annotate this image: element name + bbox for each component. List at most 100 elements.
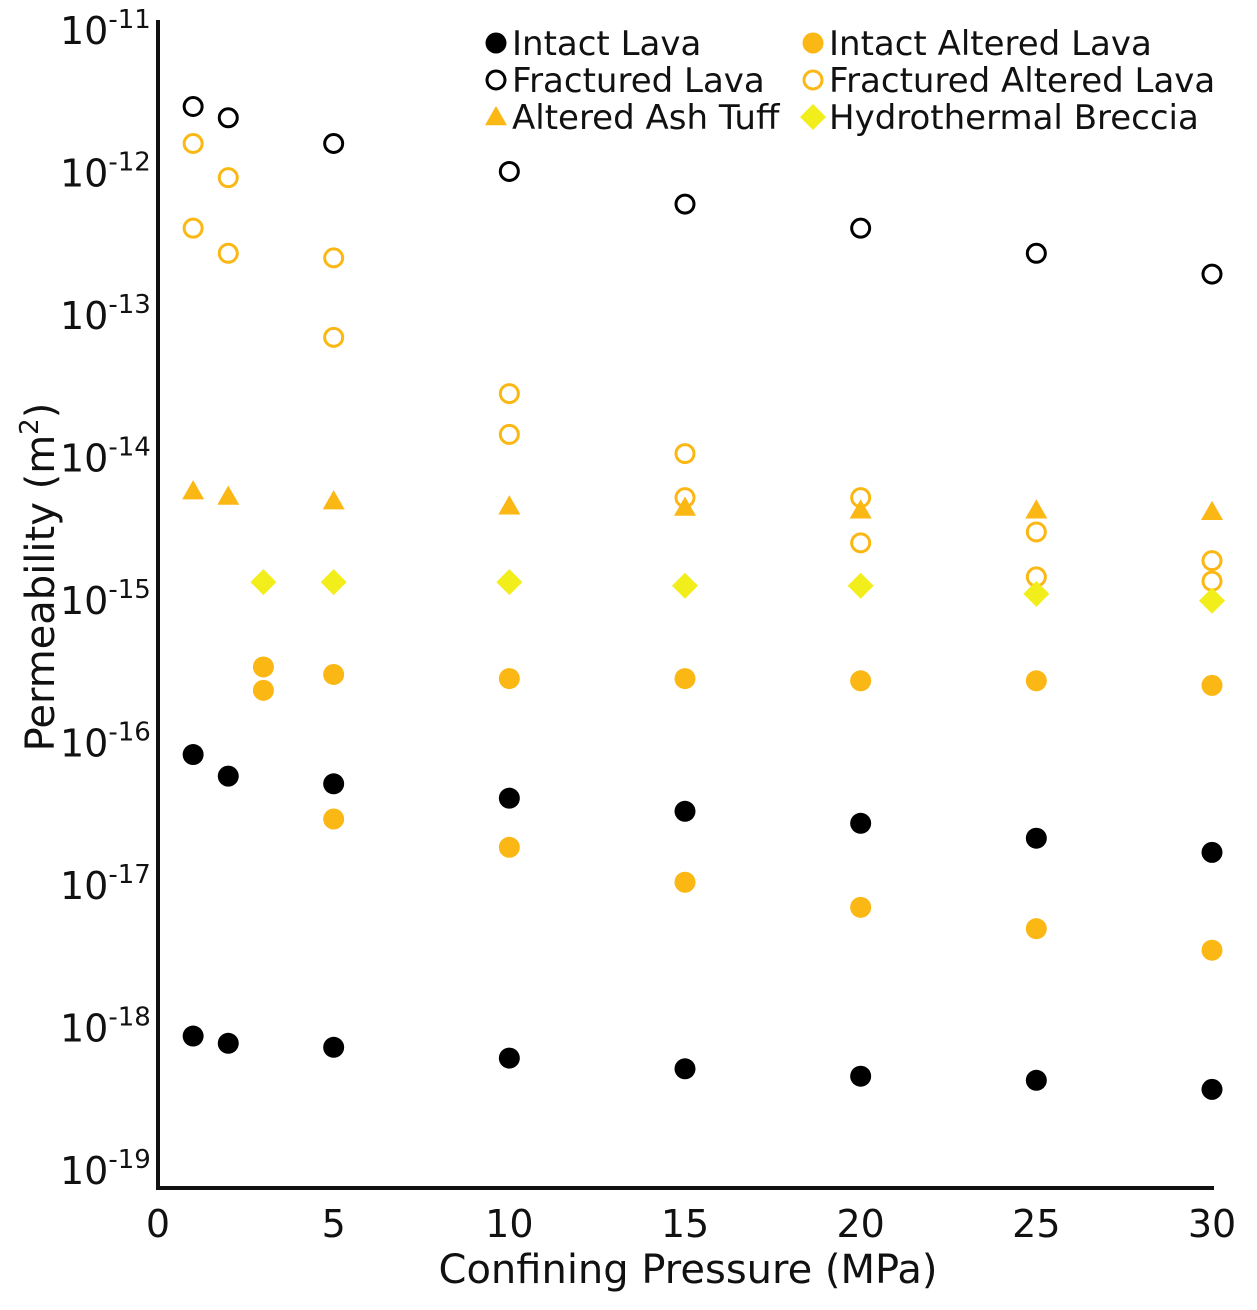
data-point: [217, 167, 239, 189]
data-point: [498, 495, 521, 515]
y-axis-title-close: ): [18, 403, 64, 419]
data-point: [498, 160, 520, 182]
legend-entry: Fractured Lava: [485, 61, 765, 101]
data-point: [674, 871, 696, 893]
series-intact-altered-lava: [252, 656, 1223, 961]
y-tick-label: 10-18: [60, 1003, 151, 1051]
y-axis-title-base: Permeability (m: [18, 435, 64, 752]
data-points: [182, 96, 1225, 1100]
data-point: [320, 569, 347, 596]
data-point: [252, 679, 274, 701]
x-tick-label: 5: [322, 1202, 346, 1246]
x-tick-label: 30: [1188, 1202, 1236, 1246]
data-point: [498, 383, 520, 405]
legend-label: Altered Ash Tuff: [512, 98, 781, 138]
data-point: [850, 896, 872, 918]
legend-marker: [485, 32, 507, 54]
data-point: [674, 193, 696, 215]
y-tick-label: 10-11: [60, 5, 151, 53]
data-point: [250, 569, 277, 596]
data-point: [498, 668, 520, 690]
data-point: [850, 670, 872, 692]
data-point: [217, 765, 239, 787]
data-point: [850, 217, 872, 239]
data-point: [217, 1032, 239, 1054]
legend-entry: Fractured Altered Lava: [802, 61, 1215, 101]
y-axis-title: Permeability (m2): [15, 403, 64, 752]
x-tick-label: 15: [661, 1202, 709, 1246]
data-point: [182, 217, 204, 239]
data-point: [674, 443, 696, 465]
y-axis-title-group: Permeability (m2): [15, 403, 64, 752]
data-point: [1199, 587, 1225, 614]
data-point: [182, 133, 204, 155]
x-tick-label: 0: [146, 1202, 170, 1246]
data-point: [850, 532, 872, 554]
series-fractured-lava: [182, 96, 1223, 285]
legend-label: Fractured Altered Lava: [829, 61, 1215, 101]
data-point: [850, 812, 872, 834]
legend-marker: [485, 69, 507, 91]
data-point: [323, 808, 345, 830]
data-point: [498, 787, 520, 809]
legend: Intact Lava Intact Altered LavaFractured …: [485, 24, 1215, 138]
legend-label: Intact Lava: [512, 24, 701, 64]
data-point: [849, 499, 872, 519]
legend-entry: Intact Lava: [485, 24, 701, 64]
data-point: [850, 1065, 872, 1087]
series-intact-lava: [182, 744, 1223, 1100]
legend-entry: Hydrothermal Breccia: [800, 98, 1199, 138]
data-point: [498, 423, 520, 445]
legend-label: Hydrothermal Breccia: [829, 98, 1199, 138]
legend-marker: [485, 106, 507, 126]
data-point: [1201, 841, 1223, 863]
legend-marker: [802, 32, 824, 54]
data-point: [498, 1047, 520, 1069]
data-point: [182, 96, 204, 118]
data-point: [674, 1058, 696, 1080]
series-altered-ash-tuff: [182, 480, 1223, 520]
y-tick-label: 10-14: [60, 433, 151, 481]
data-point: [1025, 499, 1048, 519]
data-point: [323, 773, 345, 795]
axes: 0 5 10 15 20 25 30 10-11 10-12 10-13 10-14 10-15 10-…: [60, 5, 1236, 1246]
data-point: [674, 496, 696, 516]
legend-label: Fractured Lava: [512, 61, 765, 101]
data-point: [1025, 918, 1047, 940]
data-point: [847, 572, 874, 599]
data-point: [1201, 570, 1223, 592]
data-point: [1023, 580, 1050, 607]
data-point: [672, 572, 698, 599]
legend-marker: [800, 104, 826, 130]
data-point: [1025, 1069, 1047, 1091]
series-hydrothermal-breccia: [250, 569, 1225, 614]
data-point: [323, 663, 345, 685]
data-point: [217, 242, 239, 264]
data-point: [1025, 827, 1047, 849]
data-point: [182, 744, 204, 766]
y-tick-label: 10-19: [60, 1145, 151, 1193]
data-point: [1201, 1078, 1223, 1100]
y-axis-title-exp: 2: [15, 418, 45, 435]
x-axis-title: Confining Pressure (MPa): [439, 1247, 938, 1293]
data-point: [1025, 242, 1047, 264]
y-tick-label: 10-16: [60, 718, 151, 766]
data-point: [674, 668, 696, 690]
data-point: [1025, 670, 1047, 692]
data-point: [1201, 263, 1223, 285]
data-point: [323, 247, 345, 269]
data-point: [252, 656, 274, 678]
data-point: [1201, 674, 1223, 696]
data-point: [217, 485, 240, 505]
data-point: [182, 1025, 204, 1047]
y-tick-label: 10-13: [60, 290, 151, 338]
y-tick-label: 10-17: [60, 860, 151, 908]
data-point: [323, 1036, 345, 1058]
data-point: [674, 800, 696, 822]
legend-entry: Altered Ash Tuff: [485, 98, 781, 138]
data-point: [1201, 500, 1223, 520]
data-point: [1025, 521, 1047, 543]
data-point: [496, 569, 523, 596]
legend-entry: Intact Altered Lava: [802, 24, 1152, 64]
